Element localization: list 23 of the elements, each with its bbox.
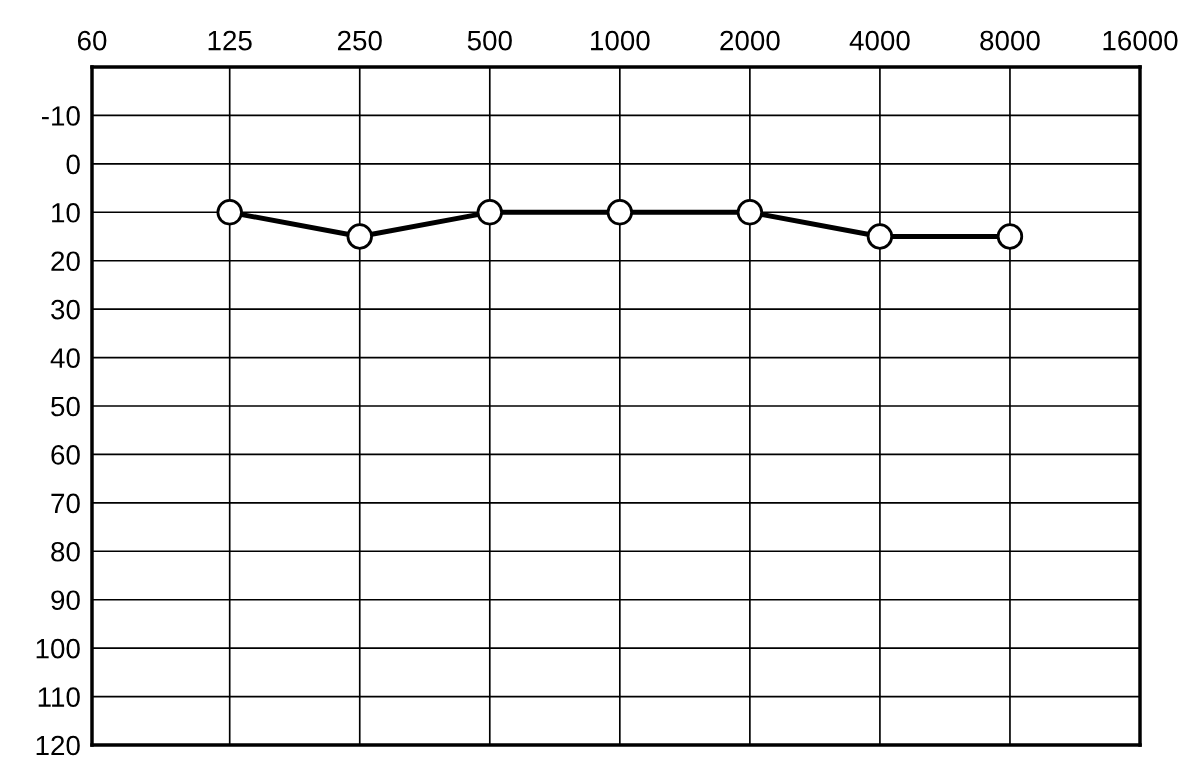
x-tick-label: 500	[467, 30, 512, 51]
y-tick-label: 20	[51, 251, 80, 272]
y-tick-label: 10	[52, 202, 80, 223]
x-tick-label: 8000	[980, 30, 1040, 51]
y-tick-label: 110	[38, 687, 80, 707]
y-tick-label: 0	[66, 154, 80, 175]
x-tick-label: 2000	[720, 30, 780, 51]
y-tick-label: 100	[36, 638, 80, 659]
x-tick-label: 4000	[849, 30, 910, 51]
x-tick-label: 60	[77, 30, 107, 51]
x-tick-label: 1000	[591, 30, 650, 51]
y-tick-label: 70	[51, 493, 80, 514]
x-tick-label: 250	[337, 30, 382, 51]
y-tick-label: 60	[51, 445, 80, 465]
y-tick-label: 30	[51, 299, 80, 320]
y-tick-label: -10	[41, 106, 80, 126]
y-tick-label: 40	[50, 348, 80, 368]
y-tick-label: 90	[51, 590, 80, 611]
y-tick-label: 80	[51, 541, 80, 562]
y-tick-label: 120	[36, 735, 80, 756]
y-tick-label: 50	[51, 396, 80, 417]
x-tick-label: 16000	[1103, 30, 1178, 51]
x-tick-label: 125	[208, 30, 252, 51]
